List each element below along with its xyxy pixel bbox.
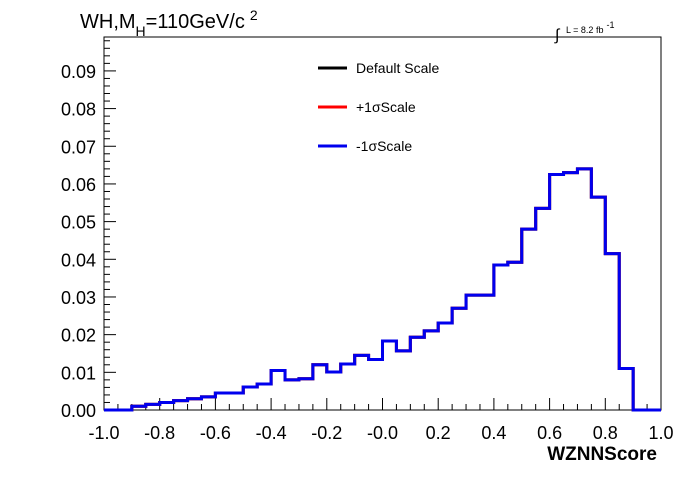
series-layer <box>104 167 661 412</box>
x-tick-label: -0.8 <box>144 423 175 443</box>
x-tick-label: -0.2 <box>311 423 342 443</box>
x-tick-label: -0.4 <box>256 423 287 443</box>
x-tick-label: -0.0 <box>367 423 398 443</box>
y-tick-label: 0.05 <box>61 213 96 233</box>
x-tick-label: 0.4 <box>481 423 506 443</box>
y-tick-label: 0.00 <box>61 401 96 421</box>
y-tick-label: 0.04 <box>61 250 96 270</box>
axis-ticks: -1.0 -0.8 -0.6 -0.4 -0.2 -0.0 0.2 0.4 0.6 0.8 1.0 0… <box>61 40 674 443</box>
x-tick-label: -0.6 <box>200 423 231 443</box>
legend: Default Scale +1σScale -1σScale <box>318 60 439 154</box>
x-tick-label: -1.0 <box>88 423 119 443</box>
x-tick-label: 1.0 <box>648 423 673 443</box>
y-tick-label: 0.06 <box>61 175 96 195</box>
series-line <box>104 167 661 412</box>
x-axis-label: WZNNScore <box>547 444 657 465</box>
lumi-integral: ∫ <box>554 27 561 44</box>
y-tick-label: 0.02 <box>61 326 96 346</box>
y-tick-label: 0.08 <box>61 100 96 120</box>
lumi-label: L = 8.2 fb -1 <box>566 20 614 35</box>
legend-label: Default Scale <box>356 60 439 76</box>
legend-label: -1σScale <box>356 138 412 154</box>
x-tick-label: 0.2 <box>426 423 451 443</box>
y-tick-label: 0.01 <box>61 363 96 383</box>
legend-label: +1σScale <box>356 99 416 115</box>
series-line <box>104 167 661 412</box>
x-tick-label: 0.8 <box>593 423 618 443</box>
y-tick-label: 0.03 <box>61 288 96 308</box>
chart-title: WH,MH=110GeV/c 2 <box>80 7 258 39</box>
y-tick-label: 0.09 <box>61 62 96 82</box>
x-tick-label: 0.6 <box>537 423 562 443</box>
y-tick-label: 0.07 <box>61 137 96 157</box>
series-line <box>104 167 661 412</box>
